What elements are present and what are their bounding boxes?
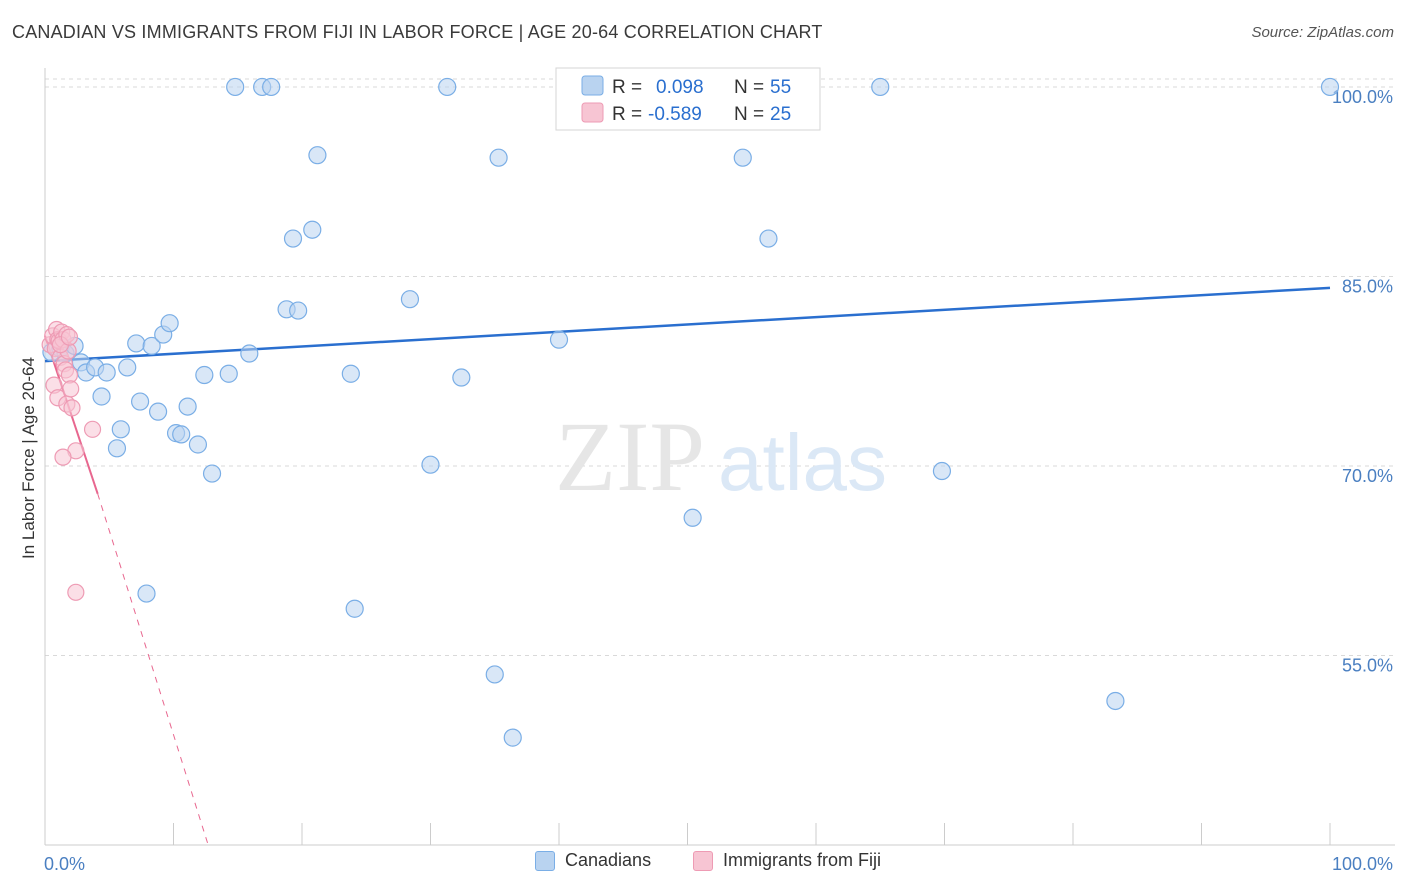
point-fiji [67,583,85,601]
legend-swatch-canadians-bottom [535,850,555,871]
legend-r-value-canadians: 0.098 [656,77,704,98]
legend-n-label-canadians: N = [734,77,764,98]
legend-item-canadians[interactable]: Canadians [535,850,651,871]
legend-swatch-fiji-bottom [693,850,713,871]
y-tick-label: 55.0% [1342,655,1393,675]
watermark: ZIP atlas [555,401,887,512]
y-tick-label: 70.0% [1342,466,1393,486]
point-canadians [308,146,327,165]
point-canadians [503,728,522,747]
point-canadians [219,364,238,383]
legend-r-value-fiji: -0.589 [648,104,702,125]
point-canadians [178,397,197,416]
point-canadians [1320,77,1340,97]
point-canadians [137,584,156,603]
point-canadians [341,364,360,383]
legend-n-value-canadians: 55 [770,77,791,98]
point-canadians [240,344,259,363]
stats-legend: R = 0.098 N = 55 R = -0.589 N = 25 [555,67,821,131]
y-tick-label: 85.0% [1342,276,1393,296]
axes: 55.0% 70.0% 85.0% 100.0% 0.0% 100.0% [44,68,1395,874]
point-fiji [62,380,80,398]
point-canadians [438,77,457,97]
legend-label-canadians: Canadians [565,850,652,870]
point-canadians [345,599,364,618]
legend-label-fiji: Immigrants from Fiji [723,850,882,870]
point-canadians [97,363,116,382]
point-fiji [83,420,102,438]
point-canadians [195,365,214,385]
x-tick-label: 0.0% [44,854,85,874]
point-fiji [54,448,72,466]
point-canadians [148,402,168,421]
point-canadians [107,439,127,458]
point-canadians [118,358,137,377]
point-canadians [127,334,146,353]
point-canadians [130,392,150,411]
point-canadians [485,665,504,684]
legend-n-value-fiji: 25 [770,104,791,125]
legend-swatch-canadians [581,75,604,96]
point-canadians [92,387,111,406]
point-canadians [549,330,569,349]
point-canadians [283,229,303,248]
point-canadians [400,290,420,309]
point-canadians [111,420,130,439]
legend-item-fiji[interactable]: Immigrants from Fiji [693,850,881,871]
legend-n-label-fiji: N = [734,104,764,125]
point-canadians [683,508,702,527]
point-canadians [871,77,890,97]
point-canadians [421,455,440,474]
point-canadians [289,301,308,320]
y-axis-label: In Labor Force | Age 20-64 [19,357,38,559]
point-canadians [489,148,508,167]
chart-title: CANADIAN VS IMMIGRANTS FROM FIJI IN LABO… [12,22,823,42]
legend-r-label-canadians: R = [612,77,642,98]
point-fiji [63,399,81,417]
point-canadians [1106,691,1125,711]
point-canadians [932,461,952,481]
point-canadians [172,425,191,444]
watermark-zip: ZIP [555,401,705,512]
trend-lines [44,286,1331,846]
bottom-legend: Canadians Immigrants from Fiji [0,850,1406,880]
point-canadians [226,77,245,97]
gridlines [45,78,1395,656]
source-credit: Source: ZipAtlas.com [1251,24,1394,41]
watermark-atlas: atlas [718,418,887,507]
point-canadians [142,336,161,356]
point-fiji [60,328,79,346]
data-points [41,77,1340,747]
y-tick-label: 100.0% [1332,87,1393,107]
x-tick-label: 100.0% [1332,854,1393,874]
point-canadians [262,77,281,97]
point-canadians [452,368,471,387]
point-canadians [160,314,179,333]
trend-line-fiji-extension [97,493,209,846]
legend-r-label-fiji: R = [612,104,642,125]
trend-line-canadians [44,286,1331,363]
point-canadians [759,229,778,248]
point-canadians [202,464,222,483]
point-canadians [303,220,322,239]
point-canadians [188,435,208,454]
point-canadians [733,148,752,167]
legend-swatch-fiji [581,102,604,123]
